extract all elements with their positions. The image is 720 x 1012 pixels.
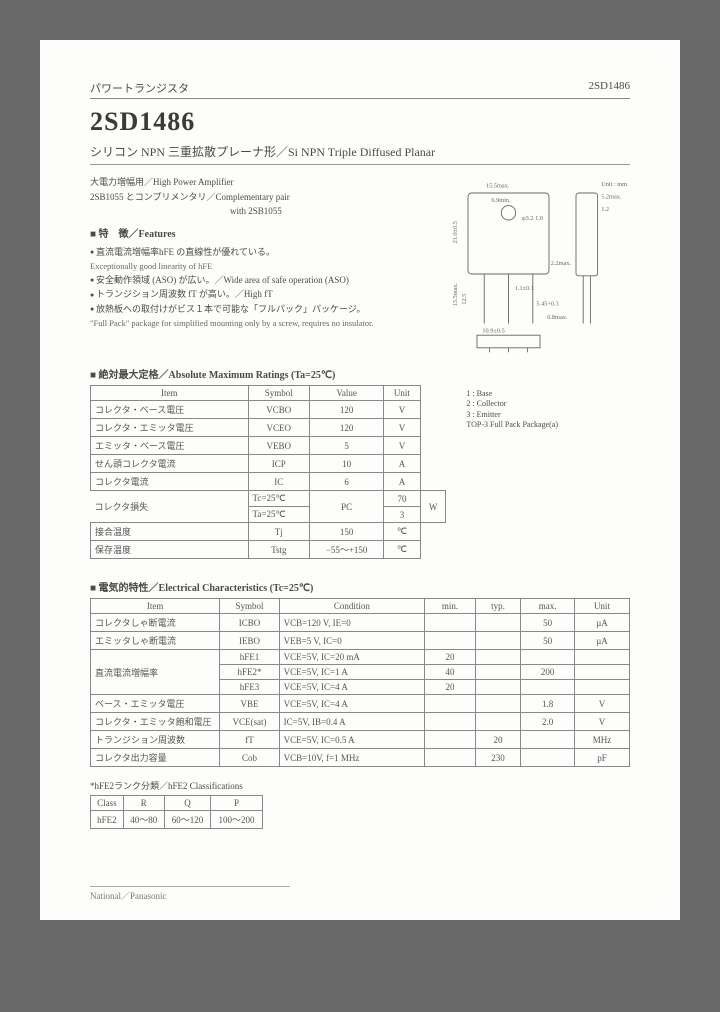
svg-text:12.5: 12.5 (461, 294, 468, 305)
svg-text:1: 1 (488, 355, 491, 356)
abs-max-heading: 絶対最大定格／Absolute Maximum Ratings (Ta=25℃) (90, 366, 630, 381)
features-heading: 特 徴／Features (90, 227, 438, 242)
feature-1: 直流電流増幅率hFE の直線性が優れている。 (90, 246, 438, 260)
usage-line2: 2SB1055 とコンプリメンタリ／Complementary pair (90, 191, 438, 205)
elec-table: Item Symbol Condition min. typ. max. Uni… (90, 598, 630, 767)
feature-4-en: "Full Pack" package for simplified mount… (90, 317, 438, 330)
svg-text:6.9min.: 6.9min. (491, 197, 511, 204)
abs-max-table: Item Symbol Value Unit コレクタ・ベース電圧VCBO120… (90, 385, 446, 559)
feature-2: 安全動作領域 (ASO) が広い。／Wide area of safe oper… (90, 274, 438, 288)
feature-1-en: Exceptionally good linearity of hFE (90, 260, 438, 273)
usage-line3: with 2SB1055 (90, 205, 438, 219)
svg-text:15.5max.: 15.5max. (486, 183, 510, 190)
pin-labels: 1 : Base 2 : Collector 3 : Emitter TOP-3… (466, 389, 558, 431)
svg-text:2: 2 (507, 355, 510, 356)
svg-text:φ3.2 1.0: φ3.2 1.0 (522, 215, 543, 222)
svg-text:13.5max.: 13.5max. (452, 283, 459, 307)
part-number: 2SD1486 (90, 107, 630, 137)
usage-line1: 大電力増幅用／High Power Amplifier (90, 176, 438, 190)
class-table: ClassRQP hFE240〜8060〜120100〜200 (90, 795, 263, 829)
header-right: 2SD1486 (588, 80, 630, 96)
header-left: パワートランジスタ (90, 80, 189, 96)
svg-text:5.2max.: 5.2max. (601, 193, 622, 200)
svg-text:0.8max.: 0.8max. (547, 314, 568, 321)
elec-heading: 電気的特性／Electrical Characteristics (Tc=25℃… (90, 579, 630, 594)
svg-text:5.45+0.3: 5.45+0.3 (536, 301, 558, 308)
feature-3: トランジション周波数 fT が高い。／High fT (90, 288, 438, 302)
svg-text:1.1±0.1: 1.1±0.1 (515, 285, 534, 292)
footer: National／Panasonic (90, 886, 290, 902)
svg-text:21.0±0.5: 21.0±0.5 (452, 221, 459, 243)
feature-4: 放熱板への取付けがビス１本で可能な「フルパック」パッケージ。 (90, 303, 438, 317)
subtitle: シリコン NPN 三重拡散プレーナ形／Si NPN Triple Diffuse… (90, 143, 630, 165)
svg-text:3: 3 (526, 355, 529, 356)
svg-text:1.2: 1.2 (601, 206, 609, 213)
package-drawing: Unit : mm 15.5max. 6.9min. 21.0±0.5 13.5… (450, 175, 630, 358)
class-title: *hFE2ランク分類／hFE2 Classifications (90, 779, 630, 792)
svg-text:Unit : mm: Unit : mm (601, 181, 627, 188)
svg-text:10.9±0.5: 10.9±0.5 (482, 328, 504, 335)
svg-text:2.2max.: 2.2max. (551, 260, 572, 267)
